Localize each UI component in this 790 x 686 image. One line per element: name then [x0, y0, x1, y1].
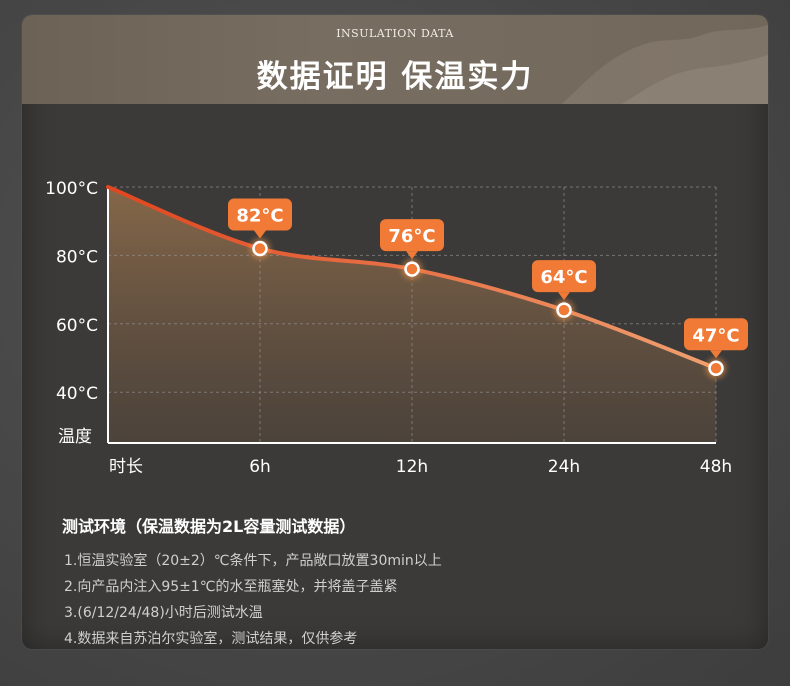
y-axis-label: 温度 — [58, 427, 92, 447]
x-tick-label: 时长 — [109, 457, 143, 477]
data-label: 64°C — [540, 267, 587, 288]
data-point-marker — [252, 240, 268, 257]
data-point-marker — [404, 261, 420, 277]
note-item: 1.恒温实验室（20±2）℃条件下，产品敞口放置30min以上 — [64, 553, 442, 569]
data-label: 82°C — [236, 206, 283, 227]
mountain-decoration-icon — [562, 25, 768, 104]
note-item: 2.向产品内注入95±1℃的水至瓶塞处，并将盖子盖紧 — [64, 579, 398, 595]
data-label-pointer — [406, 251, 418, 260]
data-label-pointer — [558, 292, 570, 301]
data-label-bubble — [380, 219, 444, 252]
x-tick-label: 6h — [249, 457, 271, 477]
data-label-bubble — [532, 260, 596, 293]
data-label-bubble — [684, 318, 748, 351]
note-item: 4.数据来自苏泊尔实验室，测试结果，仅供参考 — [64, 631, 358, 647]
header-banner — [22, 15, 768, 104]
y-tick-label: 80°C — [56, 247, 98, 267]
x-tick-label: 48h — [700, 457, 732, 477]
data-label-pointer — [710, 350, 722, 359]
data-label-bubble — [228, 198, 292, 231]
header-title: 数据证明 保温实力 — [256, 59, 534, 95]
data-label-pointer — [254, 230, 266, 239]
data-point-marker — [708, 360, 724, 377]
x-tick-label: 24h — [548, 457, 580, 477]
y-tick-label: 60°C — [56, 316, 98, 336]
y-tick-label: 40°C — [56, 384, 98, 404]
notes-heading: 测试环境（保温数据为2L容量测试数据） — [62, 517, 356, 536]
x-tick-label: 12h — [396, 457, 428, 477]
y-tick-label: 100°C — [45, 179, 98, 199]
data-point-marker — [556, 302, 572, 318]
header-subtitle: INSULATION DATA — [336, 27, 454, 40]
data-label: 76°C — [388, 226, 435, 247]
note-item: 3.(6/12/24/48)小时后测试水温 — [64, 605, 263, 621]
data-label: 47°C — [692, 325, 739, 346]
